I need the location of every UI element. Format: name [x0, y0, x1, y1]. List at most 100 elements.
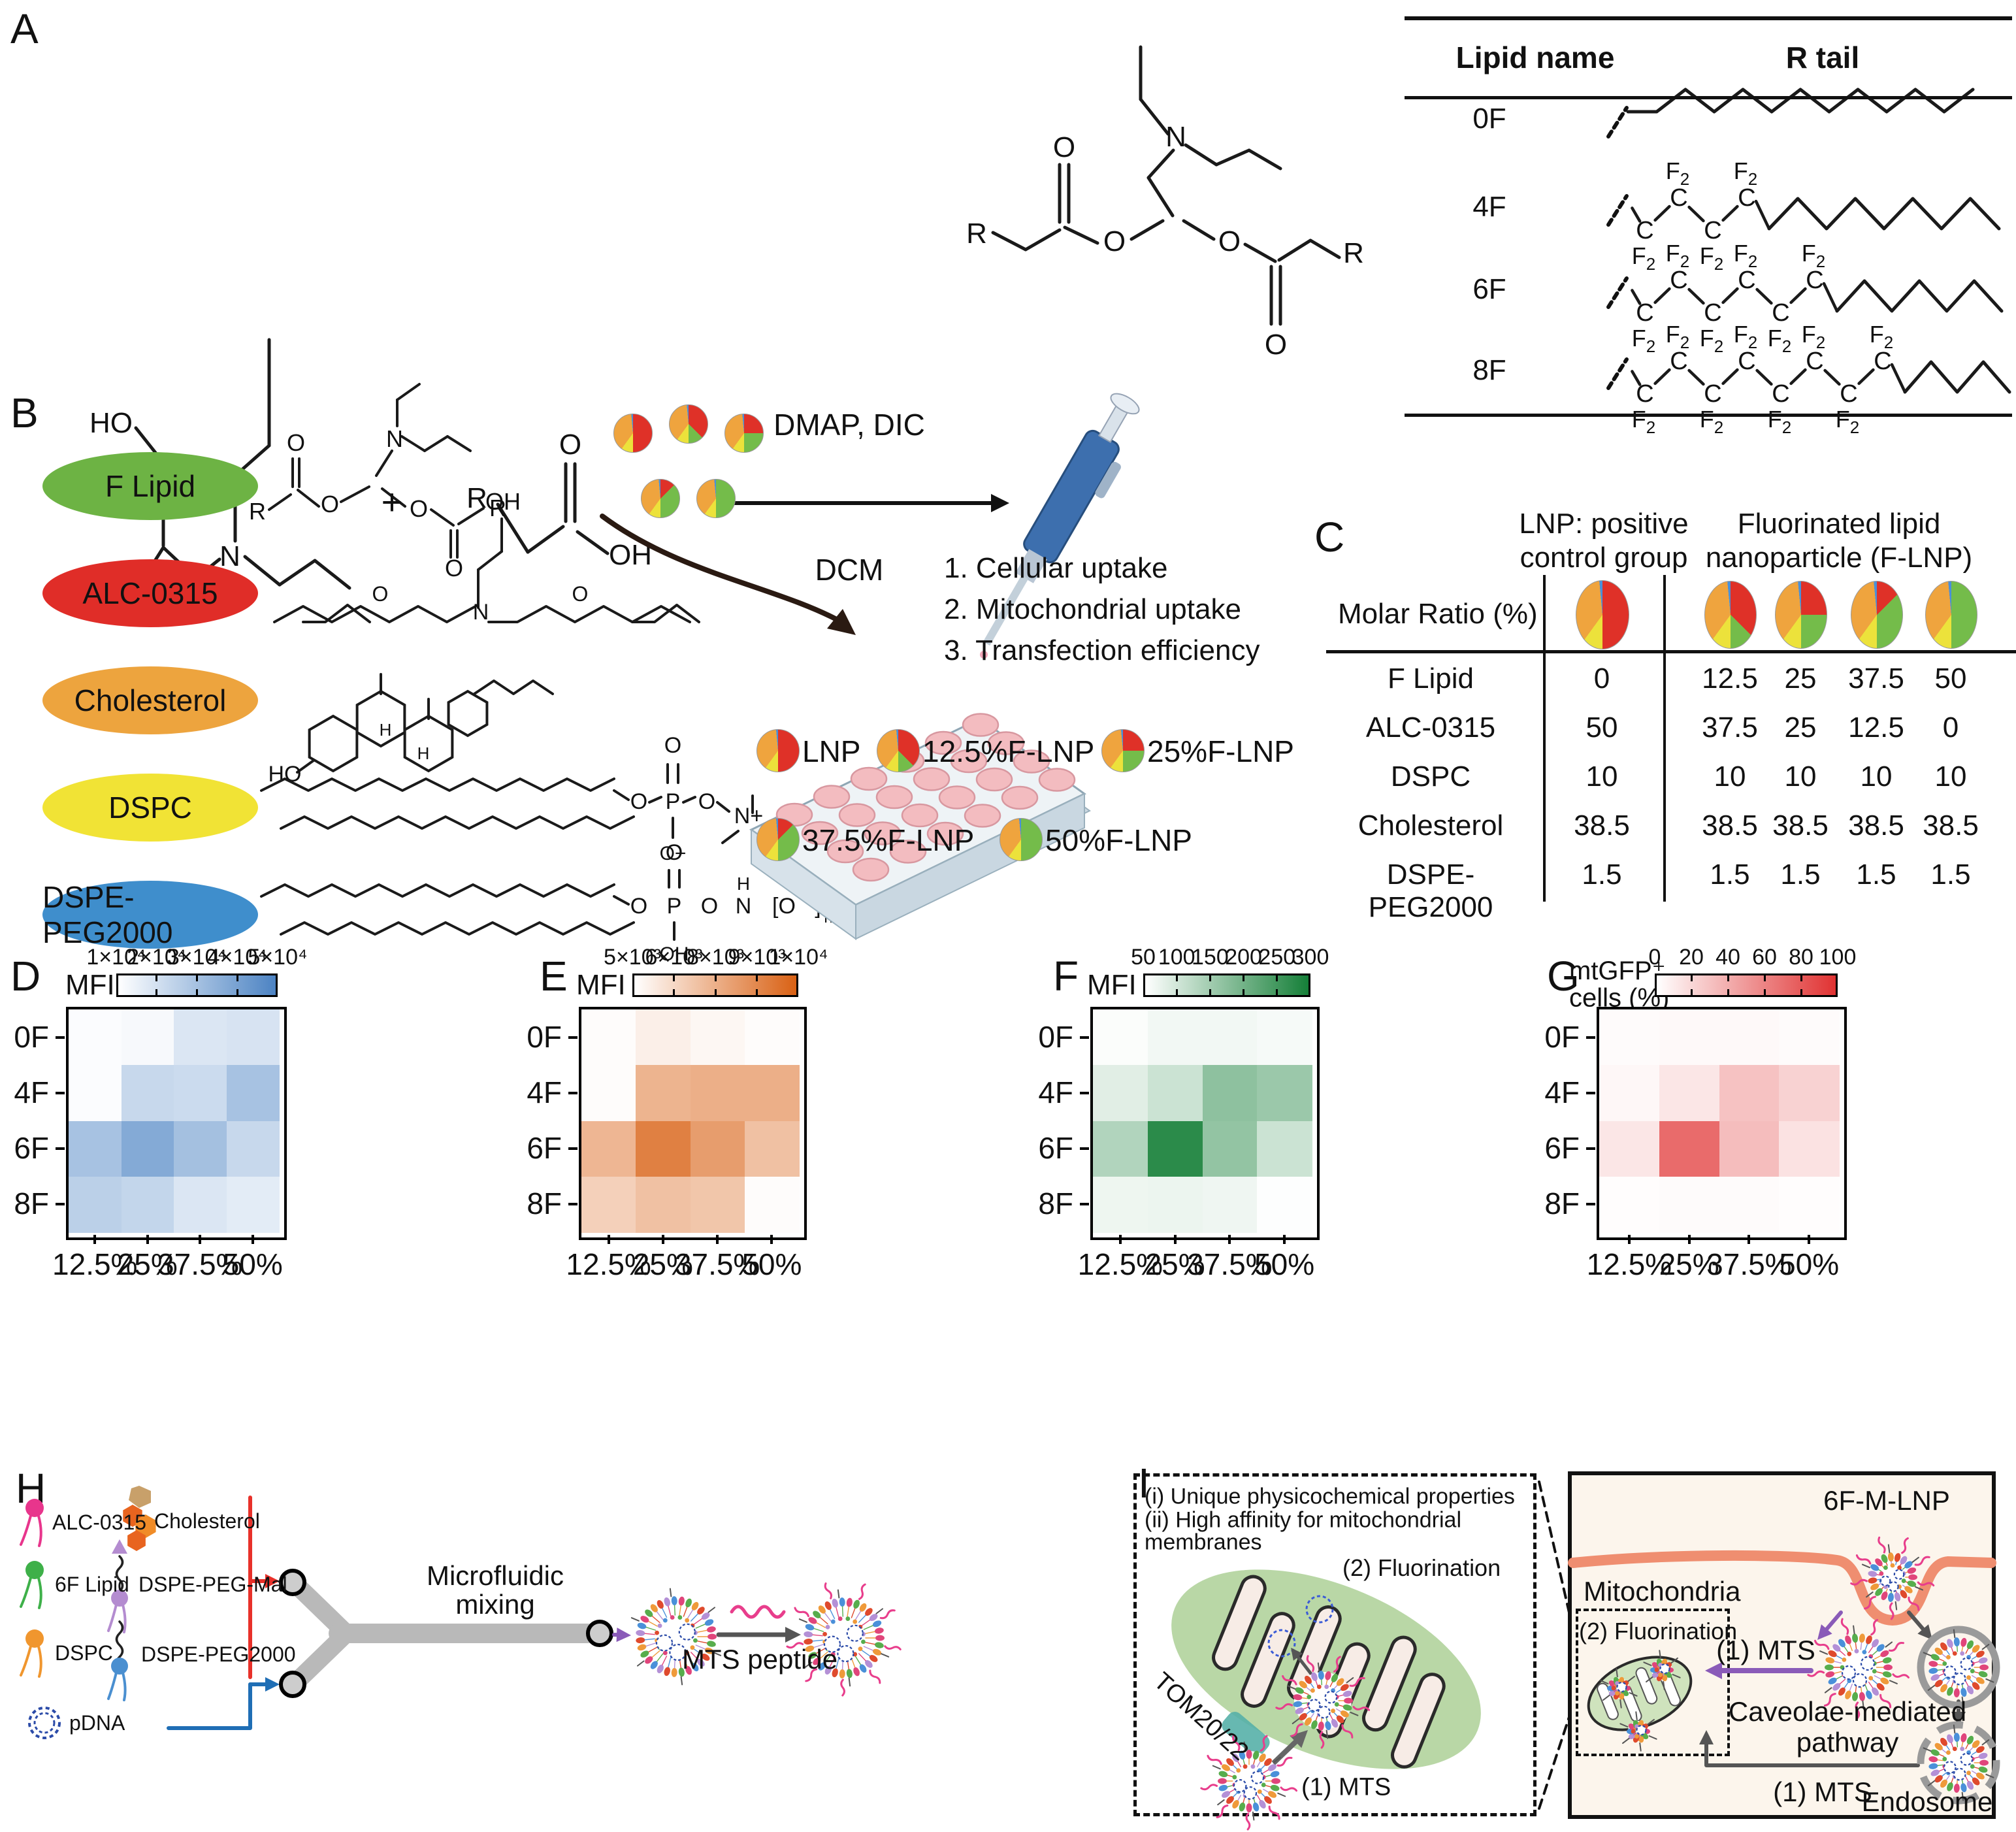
heatmap-cell-G	[1659, 1120, 1720, 1177]
legend-label-DSPC: DSPC	[55, 1641, 113, 1665]
heatmap-row-label: 4F	[14, 1075, 49, 1109]
heatmap-cell-E	[636, 1120, 691, 1177]
heatmap-cell-F	[1202, 1120, 1258, 1177]
lnp-after-mixing	[630, 1588, 722, 1686]
svg-text:O: O	[1053, 131, 1075, 163]
legend-label-50: 50%F-LNP	[1045, 823, 1192, 857]
step-cellular-uptake: 1. Cellular uptake	[944, 552, 1168, 584]
heatmap-row-tick	[568, 1203, 577, 1206]
c-val-control: 50	[1585, 712, 1618, 744]
c-divider-2	[1663, 575, 1666, 902]
svg-text:C: C	[1738, 184, 1755, 212]
pipette	[980, 393, 1140, 659]
colorbar-tick-label: 20	[1679, 945, 1704, 970]
colorbar-tick-label: 300	[1292, 945, 1329, 970]
c-val-flnp: 25	[1784, 712, 1817, 744]
heatmap-cell-F	[1093, 1009, 1148, 1066]
panel-e-letter: E	[540, 953, 568, 1000]
heatmap-row-tick	[1586, 1091, 1595, 1094]
colorbar-tick-label: 5×10³	[604, 945, 661, 970]
heatmap-row-label: 4F	[1544, 1075, 1580, 1109]
lnp-in-endosome	[1917, 1721, 2000, 1805]
heatmap-row-tick	[56, 1147, 65, 1151]
c-val-flnp: 38.5	[1702, 810, 1758, 842]
svg-text:N: N	[473, 600, 489, 625]
heatmap-cell-E	[581, 1176, 636, 1233]
c-val-flnp: 25	[1784, 662, 1817, 695]
heatmap-row-tick	[568, 1091, 577, 1094]
c-val-control: 10	[1585, 761, 1618, 793]
heatmap-cell-G	[1719, 1065, 1780, 1122]
svg-text:N: N	[219, 540, 240, 572]
heatmap-cell-F	[1147, 1120, 1203, 1177]
svg-text:O−: O−	[660, 843, 687, 864]
colorbar-tick	[756, 989, 758, 997]
icon-DSPC	[20, 1629, 44, 1678]
svg-text:C: C	[1840, 380, 1857, 408]
heatmap-col-label: 12.5%	[1586, 1247, 1672, 1281]
svg-text:O: O	[1103, 225, 1126, 257]
heatmap-row-label: 8F	[1544, 1186, 1580, 1221]
c-row-name: DSPC	[1390, 761, 1471, 793]
legend-label-25: 25%F-LNP	[1147, 734, 1294, 768]
mixer-label-2: mixing	[455, 1589, 535, 1620]
lnp-in-mitochondria	[1275, 1655, 1371, 1749]
colorbar-tick	[673, 989, 675, 997]
heatmap-border-D	[66, 1007, 287, 1240]
colorbar-tick-label: 1×10⁴	[768, 945, 828, 970]
heatmap-border-F	[1090, 1007, 1320, 1240]
legend-pie-12.5	[877, 729, 920, 772]
heatmap-col-tick	[199, 1235, 202, 1244]
legend-label-12.5: 12.5%F-LNP	[922, 734, 1095, 768]
lipid-name-4F: 4F	[1472, 191, 1506, 223]
svg-text:F2: F2	[1768, 325, 1791, 356]
svg-text:O: O	[666, 840, 683, 865]
c-val-flnp: 1.5	[1930, 859, 1971, 891]
mts2-label: (1) MTS	[1773, 1776, 1872, 1807]
heatmap-cell-E	[690, 1065, 745, 1122]
heatmap-cell-G	[1659, 1176, 1720, 1233]
colorbar-tick-label: 4×10⁴	[207, 945, 267, 970]
svg-text:F2: F2	[1632, 242, 1655, 274]
svg-text:C: C	[1670, 348, 1687, 375]
heatmap-row-label: 0F	[1544, 1019, 1580, 1054]
heatmap-row-tick	[1586, 1147, 1595, 1151]
icon-pDNA	[28, 1707, 61, 1739]
colorbar-tick-label: 5×10⁴	[248, 945, 308, 970]
svg-text:C: C	[1636, 299, 1653, 327]
cluster-pie-12.5	[669, 404, 708, 444]
heatmap-cell-F	[1257, 1065, 1312, 1122]
heatmap-cell-D	[69, 1065, 122, 1122]
svg-text:F2: F2	[1666, 321, 1689, 352]
heatmap-col-tick	[661, 1235, 664, 1244]
heatmap-col-label: 37.5%	[674, 1247, 760, 1281]
svg-text:H: H	[380, 720, 392, 740]
mts1-label: (1) MTS	[1716, 1635, 1815, 1665]
heatmap-row-tick	[1080, 1203, 1089, 1206]
c-row-name: F Lipid	[1387, 662, 1474, 695]
r-tail-row-0F	[1606, 88, 1975, 139]
legend-label-Cholesterol: Cholesterol	[154, 1509, 260, 1533]
heatmap-col-label: 12.5%	[52, 1247, 138, 1281]
heatmap-cell-E	[636, 1065, 691, 1122]
mfi-label-f: MFI	[1087, 969, 1137, 1001]
group-header-flnp-2: nanoparticle (F-LNP)	[1705, 542, 1973, 574]
heatmap-col-label: 25%	[1145, 1247, 1205, 1281]
6f-m-lnp-label: 6F-M-LNP	[1823, 1485, 1950, 1516]
svg-text:F2: F2	[1768, 406, 1791, 437]
svg-text:C: C	[1806, 267, 1823, 294]
colorbar-tick	[1243, 973, 1245, 981]
ibox-line-2: (ii) High affinity for mitochondrial	[1145, 1507, 1461, 1533]
component-oval-DSPC: DSPC	[42, 774, 258, 842]
c-val-flnp: 38.5	[1923, 810, 1979, 842]
col-header-lipid-name: Lipid name	[1455, 41, 1615, 74]
ibox-line-3: membranes	[1145, 1529, 1262, 1555]
svg-text:O: O	[287, 429, 305, 456]
m-lnp-with-mts	[786, 1582, 902, 1697]
heatmap-col-label: 37.5%	[157, 1247, 243, 1281]
heatmap-row-tick	[56, 1091, 65, 1094]
cluster-pie-LNP	[613, 414, 653, 453]
heatmap-cell-D	[121, 1120, 174, 1177]
mts-peptide-label: MTS peptide	[681, 1644, 838, 1675]
